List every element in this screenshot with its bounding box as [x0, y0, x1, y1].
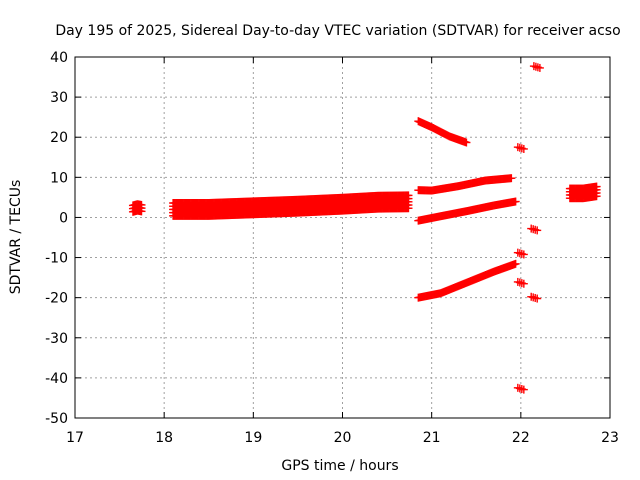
x-tick-label: 17 — [66, 430, 84, 446]
x-tick-label: 22 — [512, 430, 530, 446]
data-point — [511, 197, 520, 206]
x-tick-label: 23 — [601, 430, 619, 446]
axes: 17 18 19 20 21 22 23 -50 -40 -30 -20 -10 0 10 20 30 40 — [45, 50, 619, 446]
data-point — [592, 182, 601, 191]
y-tick-label: -30 — [45, 331, 68, 347]
y-tick-label: -20 — [45, 291, 68, 307]
x-axis-label: GPS time / hours — [281, 458, 398, 474]
data-point — [462, 138, 471, 147]
data-point — [511, 259, 520, 268]
data-point — [519, 385, 528, 394]
y-tick-label: -10 — [45, 251, 68, 267]
data-point — [507, 174, 516, 183]
data-point — [533, 294, 542, 303]
x-tick-label: 21 — [423, 430, 441, 446]
data-point — [519, 144, 528, 153]
x-tick-label: 20 — [334, 430, 352, 446]
grid — [75, 57, 610, 418]
y-tick-label: 10 — [50, 170, 68, 186]
data-point — [137, 200, 146, 209]
y-tick-label: -40 — [45, 371, 68, 387]
chart-title: Day 195 of 2025, Sidereal Day-to-day VTE… — [55, 23, 620, 39]
data-marks — [128, 62, 601, 394]
y-tick-label: -50 — [45, 411, 68, 427]
data-point — [535, 63, 544, 72]
data-point — [519, 279, 528, 288]
y-tick-label: 40 — [50, 50, 68, 66]
data-point — [519, 250, 528, 259]
data-point — [533, 226, 542, 235]
data-point — [404, 191, 413, 200]
y-axis-label: SDTVAR / TECUs — [8, 180, 24, 295]
y-tick-label: 20 — [50, 130, 68, 146]
x-tick-label: 19 — [244, 430, 262, 446]
y-tick-label: 0 — [59, 210, 68, 226]
x-tick-label: 18 — [155, 430, 173, 446]
y-tick-label: 30 — [50, 90, 68, 106]
